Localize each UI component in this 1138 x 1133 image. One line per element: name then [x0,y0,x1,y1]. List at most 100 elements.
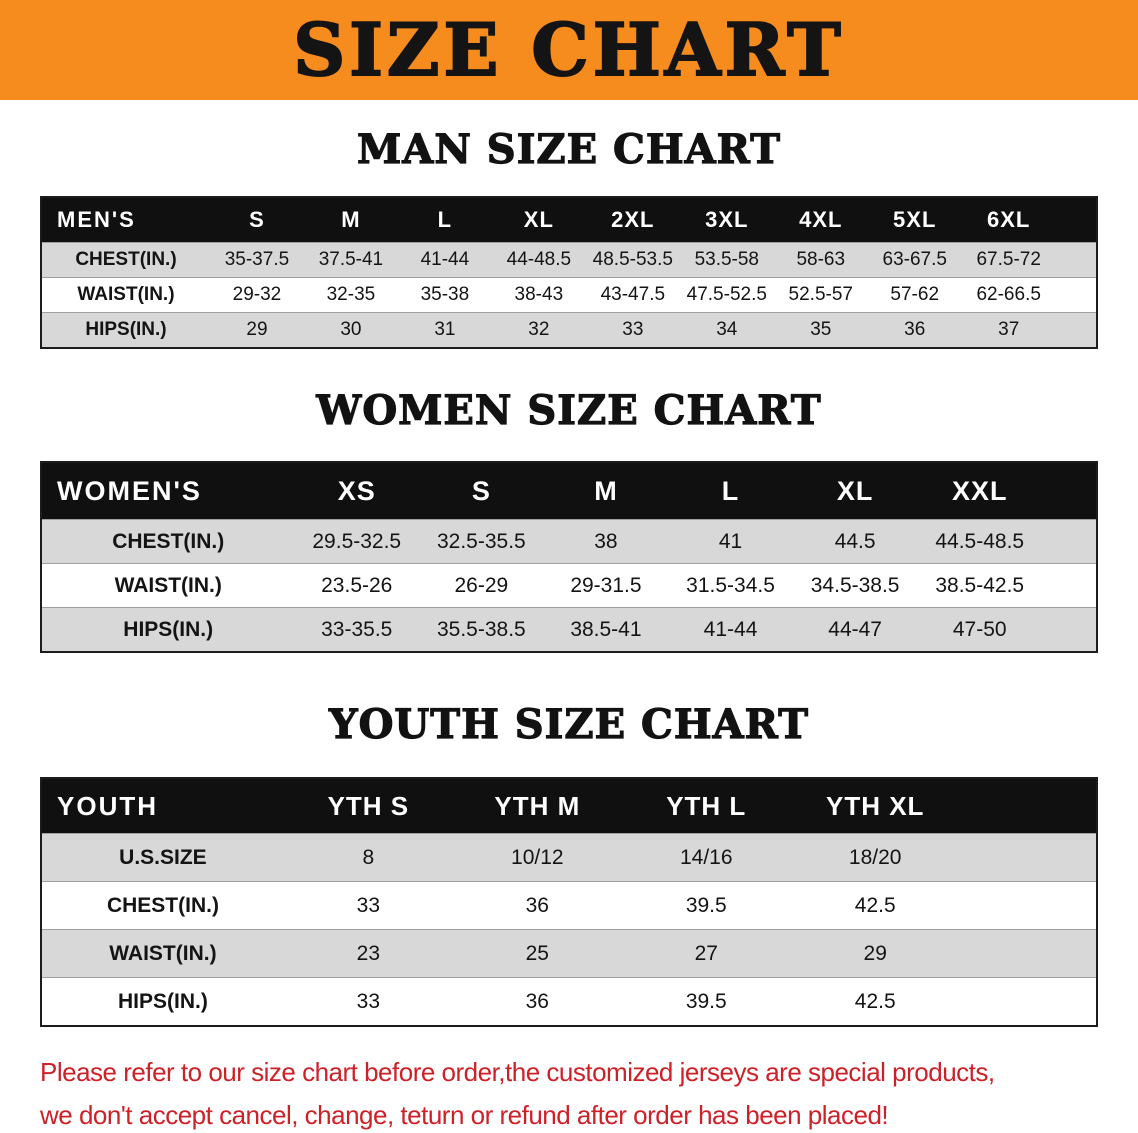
size-value-cell: 41-44 [703,617,758,641]
size-value-cell: 53.5-58 [694,249,760,270]
size-value-cell: 33 [356,989,381,1013]
size-value-cell: 35 [810,319,832,340]
size-value-cell: 34 [716,319,738,340]
size-column-header: L [437,207,453,232]
size-value-cell: 35.5-38.5 [436,617,526,641]
size-value-cell: 67.5-72 [976,249,1041,270]
size-column-header: 4XL [799,207,843,232]
size-value-cell: 33 [356,893,381,917]
youth-section-heading: YOUTH SIZE CHART [328,700,809,748]
size-value-cell: 36 [904,319,926,340]
spacer-cell [1056,197,1097,243]
size-value-cell: 38.5-42.5 [935,573,1025,597]
footer-notice: Please refer to our size chart before or… [40,1055,1138,1133]
size-value-cell: 18/20 [848,845,902,869]
size-value-cell: 38.5-41 [570,617,642,641]
size-value-cell: 27 [694,941,718,965]
size-value-cell: 29 [863,941,887,965]
women-size-table: WOMEN'S XS S M L XL XXL CHEST(IN.) 29.5-32.5 32.5… [40,461,1098,653]
measurement-row: U.S.SIZE 8 10/12 14/16 18/20 [41,833,1097,882]
size-value-cell: 33 [622,319,644,340]
measurement-row: WAIST(IN.) 23 25 27 29 [41,929,1097,978]
spacer-cell [960,882,1097,930]
spacer-cell [1042,608,1097,653]
women-section-heading: WOMEN SIZE CHART [316,386,822,434]
youth-size-table: YOUTH YTH S YTH M YTH L YTH XL U.S.SIZE 8 10/12… [40,777,1098,1027]
row-label: HIPS(IN.) [123,617,214,641]
size-value-cell: 42.5 [854,989,896,1013]
size-value-cell: 39.5 [685,893,727,917]
size-value-cell: 33-35.5 [321,617,393,641]
row-label: WAIST(IN.) [77,284,175,305]
men-section-heading: MAN SIZE CHART [356,125,781,173]
size-value-cell: 38-43 [514,284,564,305]
measurement-row: HIPS(IN.) 33-35.5 35.5-38.5 38.5-41 41-44 44-… [41,607,1097,653]
size-value-cell: 38 [594,529,618,553]
size-value-cell: 44-47 [828,617,882,641]
size-value-cell: 57-62 [890,284,940,305]
spacer-cell [1042,564,1097,608]
spacer-cell [960,930,1097,978]
size-column-header: YTH M [494,790,581,821]
measurement-row: WAIST(IN.) 23.5-26 26-29 29-31.5 31.5-34.5 34… [41,563,1097,608]
size-value-cell: 35-37.5 [224,249,290,270]
size-value-cell: 43-47.5 [600,284,666,305]
size-value-cell: 42.5 [854,893,896,917]
row-label: WAIST(IN.) [109,941,217,965]
size-column-header: S [249,207,265,232]
size-column-header: 2XL [611,207,655,232]
spacer-cell [1056,278,1097,313]
size-value-cell: 32.5-35.5 [436,529,526,553]
size-value-cell: 30 [340,319,362,340]
size-column-header: XL [523,207,554,232]
size-value-cell: 44.5 [834,529,876,553]
notice-line-1: Please refer to our size chart before or… [40,1057,995,1087]
size-value-cell: 44.5-48.5 [935,529,1025,553]
measurement-row: CHEST(IN.) 33 36 39.5 42.5 [41,881,1097,930]
size-value-cell: 58-63 [796,249,846,270]
measurement-row: HIPS(IN.) 33 36 39.5 42.5 [41,977,1097,1027]
size-value-cell: 29.5-32.5 [312,529,402,553]
row-label: CHEST(IN.) [106,893,219,917]
spacer-cell [1042,462,1097,520]
row-label: HIPS(IN.) [118,989,208,1013]
measurement-row: CHEST(IN.) 29.5-32.5 32.5-35.5 38 41 44.5 44.5… [41,519,1097,564]
size-value-cell: 32 [528,319,550,340]
table-header-row: YOUTH YTH S YTH M YTH L YTH XL [41,778,1097,834]
size-value-cell: 37 [998,319,1020,340]
table-title-cell: MEN'S [57,207,136,232]
size-value-cell: 25 [525,941,549,965]
banner: SIZE CHART [0,0,1138,100]
size-value-cell: 23.5-26 [321,573,393,597]
size-column-header: YTH XL [825,790,925,821]
size-value-cell: 39.5 [685,989,727,1013]
table-title-cell: YOUTH [57,790,158,821]
section-men: MAN SIZE CHART MEN'S S M L XL 2XL 3XL 4XL 5XL 6XL… [0,125,1138,349]
table-title-cell: WOMEN'S [57,475,202,506]
spacer-cell [960,778,1097,834]
size-value-cell: 37.5-41 [318,249,384,270]
measurement-row: HIPS(IN.) 29 30 31 32 33 34 35 36 37 [41,312,1097,348]
page-title: SIZE CHART [292,7,845,92]
size-value-cell: 32-35 [326,284,376,305]
row-label: HIPS(IN.) [85,319,167,340]
spacer-cell [1042,520,1097,564]
size-value-cell: 41 [718,529,743,553]
size-column-header: XL [836,475,874,506]
row-label: U.S.SIZE [119,845,207,869]
size-value-cell: 34.5-38.5 [810,573,900,597]
size-value-cell: 29 [246,319,268,340]
size-value-cell: 31 [434,319,456,340]
size-column-header: XS [337,475,376,506]
size-value-cell: 62-66.5 [976,284,1041,305]
notice-line-2: we don't accept cancel, change, teturn o… [40,1100,889,1131]
size-column-header: 5XL [893,207,937,232]
row-label: WAIST(IN.) [114,573,222,597]
row-label: CHEST(IN.) [112,529,225,553]
spacer-cell [1056,243,1097,278]
size-column-header: XXL [951,475,1008,506]
size-value-cell: 41-44 [420,249,470,270]
size-value-cell: 35-38 [420,284,470,305]
table-header-row: MEN'S S M L XL 2XL 3XL 4XL 5XL 6XL [41,197,1097,243]
